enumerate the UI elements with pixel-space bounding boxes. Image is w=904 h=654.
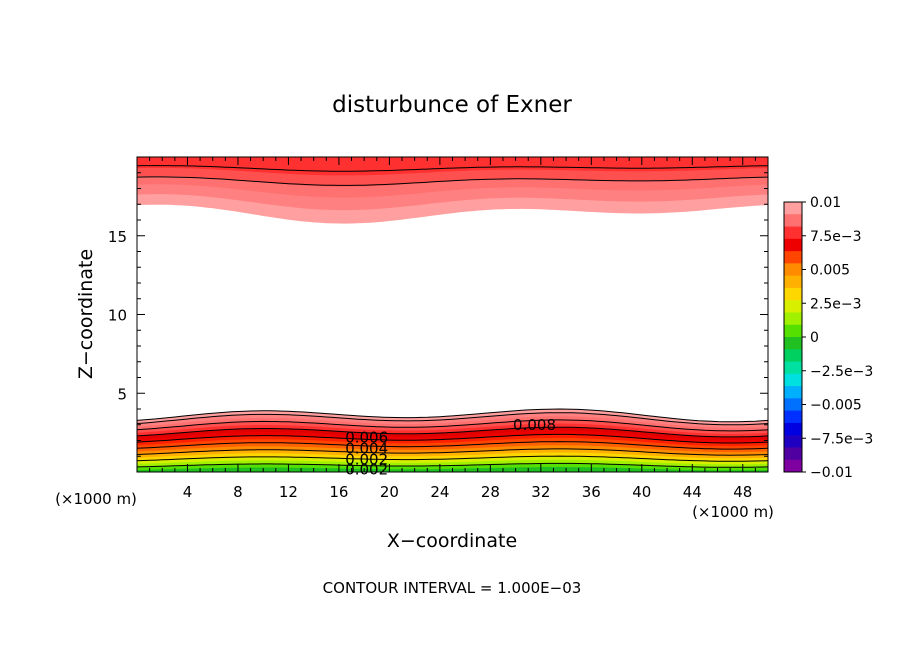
colorbar-label: 7.5e−3 [810,229,862,245]
colorbar-swatch [784,435,802,448]
colorbar-label: −7.5e−3 [810,431,873,447]
contour-line [137,455,768,462]
contour-line [137,408,768,423]
contour-line [137,165,768,172]
x-tick-label: 36 [582,483,601,501]
colorbar-swatch [784,263,802,277]
colorbar-swatch [784,214,802,228]
contour-line [137,433,768,444]
colorbar-swatch [784,238,802,252]
contour-label: 0.002 [345,450,388,468]
colorbar-swatch [784,398,802,412]
colorbar-swatch [784,447,802,461]
contour-interval-footer: CONTOUR INTERVAL = 1.000E−03 [323,579,582,597]
colorbar-swatch [784,312,802,326]
contour-line [137,462,768,468]
contour-line-layer [137,165,768,468]
x-tick-labels: 4 8 12 16 20 24 28 32 36 40 44 48 [183,483,753,501]
contour-label: 0.006 [345,428,388,446]
y-tick-label: 10 [108,307,127,325]
colorbar-labels: 0.01 7.5e−3 0.005 2.5e−3 0 −2.5e−3 −0.005 −7.5e… [802,195,873,481]
colorbar [783,201,803,473]
contour-label: 0.008 [513,416,556,434]
contour-fill-layer [137,157,768,472]
colorbar-swatch [784,422,802,436]
colorbar-label: 0 [810,330,819,346]
contour-line [137,412,768,426]
x-tick-label: 4 [183,483,193,501]
colorbar-swatch [784,251,802,264]
colorbar-swatch [784,459,802,473]
contour-line [137,426,768,438]
contour-line [137,176,768,186]
x-tick-label: 40 [632,483,651,501]
colorbar-label: 0.005 [810,263,850,279]
x-tick-label: 48 [733,483,752,501]
colorbar-swatch [784,226,802,240]
colorbar-swatch [784,287,802,301]
colorbar-swatch [784,275,802,289]
axis-ticks [137,157,768,472]
x-tick-label: 8 [233,483,243,501]
contour-label: 0.002 [345,461,388,479]
colorbar-swatch [784,410,802,424]
x-tick-label: 28 [481,483,500,501]
x-unit-left: (×1000 m) [55,490,137,508]
colorbar-swatch [784,337,802,350]
colorbar-swatch [784,300,802,313]
y-tick-label: 15 [108,228,127,246]
y-tick-labels: 5 10 15 [108,228,127,404]
chart-title: disturbunce of Exner [332,92,572,118]
x-tick-label: 20 [380,483,399,501]
contour-line [137,419,768,432]
x-tick-label: 44 [683,483,702,501]
x-axis-label: X−coordinate [387,530,517,552]
x-unit-right: (×1000 m) [692,503,774,521]
colorbar-swatch [784,324,802,338]
x-tick-label: 32 [531,483,550,501]
colorbar-label: −0.01 [810,465,853,481]
colorbar-swatch [784,349,802,363]
contour-band-top [137,157,768,176]
colorbar-swatch [784,202,802,215]
y-axis-label: Z−coordinate [75,249,97,379]
colorbar-swatch [784,361,802,375]
colorbar-label: 0.01 [810,195,841,211]
contour-label: 0.004 [345,439,388,457]
colorbar-swatch [784,386,802,399]
contour-line [137,441,768,450]
y-tick-label: 5 [117,385,127,403]
colorbar-swatch [784,373,802,387]
x-tick-label: 12 [279,483,298,501]
x-tick-label: 16 [329,483,348,501]
colorbar-label: 2.5e−3 [810,296,862,312]
colorbar-label: −2.5e−3 [810,364,873,380]
x-tick-label: 24 [430,483,449,501]
contour-line [137,448,768,456]
colorbar-label: −0.005 [810,398,862,414]
